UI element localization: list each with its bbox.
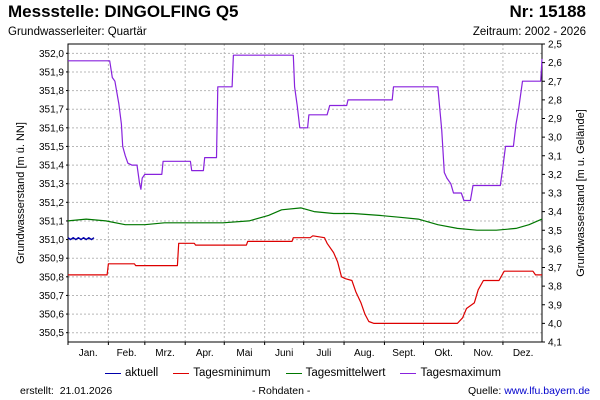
y2-tick-label: 4,0 <box>548 319 562 330</box>
x-tick-label: Mai <box>236 348 252 359</box>
series-layer <box>67 54 543 324</box>
y2-tick-label: 3,2 <box>548 170 562 181</box>
y-tick-label: 350,7 <box>39 291 64 302</box>
x-tick-label: Juni <box>275 348 293 359</box>
x-tick-label: Apr. <box>196 348 214 359</box>
legend-label-aktuell: aktuell <box>125 367 159 379</box>
y-tick-label: 350,9 <box>39 254 64 265</box>
y2-tick-label: 2,6 <box>548 58 562 69</box>
legend-item-tagesmittelwert: Tagesmittelwert <box>285 367 386 379</box>
y2-tick-label: 3,8 <box>548 282 562 293</box>
y-tick-label: 351,9 <box>39 67 64 78</box>
legend-swatch-tagesminimum <box>173 372 190 374</box>
y-tick-label: 351,7 <box>39 105 64 116</box>
x-tick-label: Nov. <box>473 348 493 359</box>
x-tick-label: Dez. <box>513 348 534 359</box>
y2-tick-label: 3,6 <box>548 244 562 255</box>
plot-frame <box>67 43 543 343</box>
y2-tick-label: 3,1 <box>548 151 562 162</box>
left-axis-ticks: 352,0 351,9 351,8 351,7 351,6 351,5 351,4 351,3… <box>39 49 68 339</box>
legend-label-tagesmaximum: Tagesmaximum <box>420 367 501 379</box>
y2-tick-label: 3,3 <box>548 189 562 200</box>
right-axis-ticks: 2,5 2,6 2,7 2,8 2,9 3,0 3,1 3,2 3,3 3,4 3,5 3,6 3,7 3… <box>542 40 562 349</box>
legend-label-tagesmittelwert: Tagesmittelwert <box>305 367 386 379</box>
y-tick-label: 351,3 <box>39 179 64 190</box>
station-number: Nr: 15188 <box>509 2 586 21</box>
x-tick-label: Juli <box>316 348 331 359</box>
y-tick-label: 351,4 <box>39 161 64 172</box>
y2-tick-label: 3,0 <box>548 133 562 144</box>
series-line-tagesminimum <box>68 235 542 324</box>
y-tick-label: 351,6 <box>39 123 64 134</box>
aquifer-label: Grundwasserleiter: Quartär <box>8 26 147 38</box>
x-tick-label: Sept. <box>392 348 415 359</box>
y2-tick-label: 3,9 <box>548 300 562 311</box>
y-tick-label: 350,6 <box>39 310 64 321</box>
x-tick-label: Feb. <box>117 348 137 359</box>
legend: aktuell Tagesminimum Tagesmittelwert Tag… <box>105 367 501 379</box>
y2-tick-label: 2,9 <box>548 114 562 125</box>
source-info: Quelle: www.lfu.bayern.de <box>468 385 590 397</box>
legend-swatch-tagesmittelwert <box>285 372 302 374</box>
source-label: Quelle: <box>468 385 502 397</box>
y-tick-label: 351,5 <box>39 142 64 153</box>
y-tick-label: 350,5 <box>39 328 64 339</box>
y2-tick-label: 3,7 <box>548 263 562 274</box>
legend-item-tagesminimum: Tagesminimum <box>173 367 271 379</box>
series-line-tagesmaximum <box>68 54 543 202</box>
y-tick-label: 350,8 <box>39 272 64 283</box>
created-label: erstellt: <box>20 385 54 397</box>
y2-tick-label: 4,1 <box>548 338 562 349</box>
period-label: Zeitraum: 2002 - 2026 <box>472 26 586 38</box>
created-info: erstellt: 21.01.2026 <box>20 385 112 397</box>
legend-item-aktuell: aktuell <box>105 367 158 379</box>
y-tick-label: 352,0 <box>39 49 64 60</box>
legend-label-tagesminimum: Tagesminimum <box>193 367 271 379</box>
source-link[interactable]: www.lfu.bayern.de <box>504 385 590 397</box>
x-tick-label: Aug. <box>354 348 375 359</box>
month-axis-ticks: Jan. Feb. Mrz. Apr. Mai Juni Juli Aug. Sept. Okt.… <box>67 342 534 359</box>
legend-swatch-tagesmaximum <box>400 372 417 374</box>
legend-swatch-aktuell <box>105 372 121 374</box>
y-tick-label: 351,0 <box>39 235 64 246</box>
y-tick-label: 351,1 <box>39 216 64 227</box>
x-tick-label: Okt. <box>435 348 453 359</box>
created-date: 21.01.2026 <box>59 385 113 397</box>
y2-tick-label: 2,5 <box>548 40 562 51</box>
y-tick-label: 351,8 <box>39 86 64 97</box>
y2-tick-label: 3,5 <box>548 226 562 237</box>
raw-data-note: - Rohdaten - <box>252 385 311 397</box>
y2-tick-label: 2,7 <box>548 77 562 88</box>
y2-tick-label: 2,8 <box>548 95 562 106</box>
series-line-aktuell <box>67 236 95 241</box>
legend-item-tagesmaximum: Tagesmaximum <box>400 367 501 379</box>
x-tick-label: Jan. <box>79 348 98 359</box>
y2-tick-label: 3,4 <box>548 207 562 218</box>
y-tick-label: 351,2 <box>39 198 64 209</box>
series-line-tagesmittelwert <box>67 207 543 231</box>
grid-layer <box>68 44 542 342</box>
station-title: Messstelle: DINGOLFING Q5 <box>8 2 239 21</box>
left-axis-label: Grundwasserstand [m ü. NN] <box>15 122 27 264</box>
x-tick-label: Mrz. <box>155 348 174 359</box>
right-axis-label: Grundwasserstand [m u. Gelände] <box>575 109 587 277</box>
